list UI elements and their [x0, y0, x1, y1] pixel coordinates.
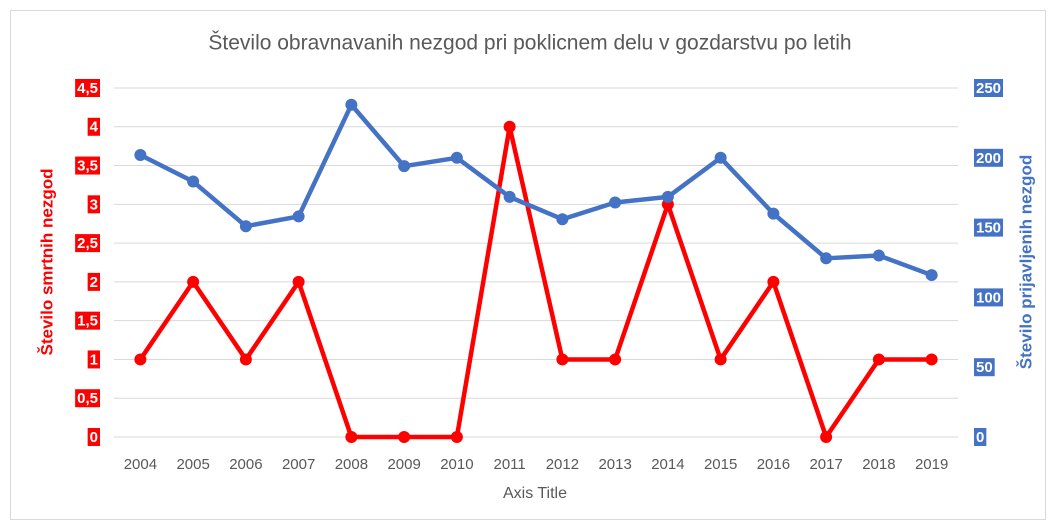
series-point [556, 213, 569, 226]
y-tick-box [75, 311, 100, 330]
y-tick-box [87, 195, 100, 214]
x-tick-label: 2019 [915, 456, 948, 473]
y2-tick-box [974, 148, 1004, 167]
y-tick-label: 2 [90, 274, 98, 291]
series-point [872, 353, 885, 366]
series-point [609, 353, 622, 366]
y2-tick-box [974, 218, 1004, 237]
y-tick-label: 0,5 [77, 390, 98, 407]
series-point [398, 431, 411, 443]
y-tick-label: 4 [90, 119, 99, 136]
x-tick-label: 2014 [651, 456, 684, 473]
series-point [239, 220, 252, 233]
y2-tick-box [974, 288, 1004, 307]
x-tick-label: 2010 [440, 456, 473, 473]
y-tick-label: 0 [90, 429, 98, 446]
y-tick-box [75, 156, 100, 175]
series-point [345, 431, 358, 443]
series-point [134, 149, 147, 162]
y2-tick-box [974, 79, 1004, 97]
y2-tick-box [974, 358, 995, 377]
y2-tick-box [974, 428, 987, 446]
x-tick-label: 2016 [757, 456, 790, 473]
x-axis-title: Axis Title [503, 485, 567, 502]
y2-axis-title: Število prijavljenih nezgod [1016, 155, 1035, 369]
series-line [139, 102, 933, 278]
y-tick-box [75, 389, 100, 408]
series-point [398, 160, 411, 173]
series-point [609, 196, 622, 209]
series-point [503, 190, 516, 203]
y2-tick-label: 0 [976, 429, 984, 446]
series-point [661, 190, 674, 203]
x-tick-label: 2012 [546, 456, 579, 473]
y-tick-box [87, 117, 100, 136]
series-point [345, 98, 358, 111]
y-tick-label: 3,5 [77, 158, 98, 175]
series-point [187, 275, 200, 288]
x-tick-label: 2005 [176, 456, 209, 473]
series-point [134, 353, 147, 366]
y-tick-label: 1,5 [77, 313, 98, 330]
series-point [767, 275, 780, 288]
y-tick-box [87, 428, 100, 446]
series-point [450, 151, 463, 164]
y2-tick-label: 250 [976, 80, 1001, 97]
x-tick-label: 2017 [809, 456, 842, 473]
x-tick-label: 2006 [229, 456, 262, 473]
chart-border [10, 10, 1046, 520]
series-point [767, 207, 780, 220]
series-point [503, 120, 516, 133]
series-point [187, 175, 200, 188]
x-tick-label: 2018 [862, 456, 895, 473]
y2-tick-label: 50 [976, 359, 993, 376]
y-tick-label: 1 [90, 351, 98, 368]
y-tick-box [87, 350, 100, 369]
y-tick-label: 2,5 [77, 235, 98, 252]
y2-tick-label: 150 [976, 220, 1001, 237]
series-point [714, 353, 727, 366]
series-point [714, 151, 727, 164]
x-tick-label: 2007 [282, 456, 315, 473]
y-tick-box [75, 79, 100, 97]
series-point [925, 269, 938, 282]
y-axis-title: Število smrtnih nezgod [37, 168, 56, 355]
series-point [925, 353, 938, 366]
series-point [820, 431, 833, 443]
series-point [450, 431, 463, 443]
x-tick-label: 2008 [335, 456, 368, 473]
series-point [556, 353, 569, 366]
y-tick-box [87, 272, 100, 291]
y-tick-box [75, 234, 100, 253]
x-tick-label: 2011 [493, 456, 525, 473]
x-tick-label: 2004 [124, 456, 157, 473]
x-tick-label: 2013 [598, 456, 631, 473]
series-point [872, 249, 885, 262]
series-line [138, 124, 932, 440]
y-tick-label: 3 [90, 196, 98, 213]
series-point [292, 210, 305, 223]
x-tick-label: 2015 [704, 456, 737, 473]
y2-tick-label: 100 [976, 289, 1001, 306]
series-point [820, 252, 833, 265]
y-tick-label: 4,5 [77, 80, 98, 97]
y2-tick-label: 200 [976, 150, 1001, 167]
chart-title: Število obravnavanih nezgod pri poklicne… [208, 32, 851, 55]
series-point [239, 353, 252, 366]
x-tick-label: 2009 [387, 456, 420, 473]
series-point [292, 275, 305, 288]
